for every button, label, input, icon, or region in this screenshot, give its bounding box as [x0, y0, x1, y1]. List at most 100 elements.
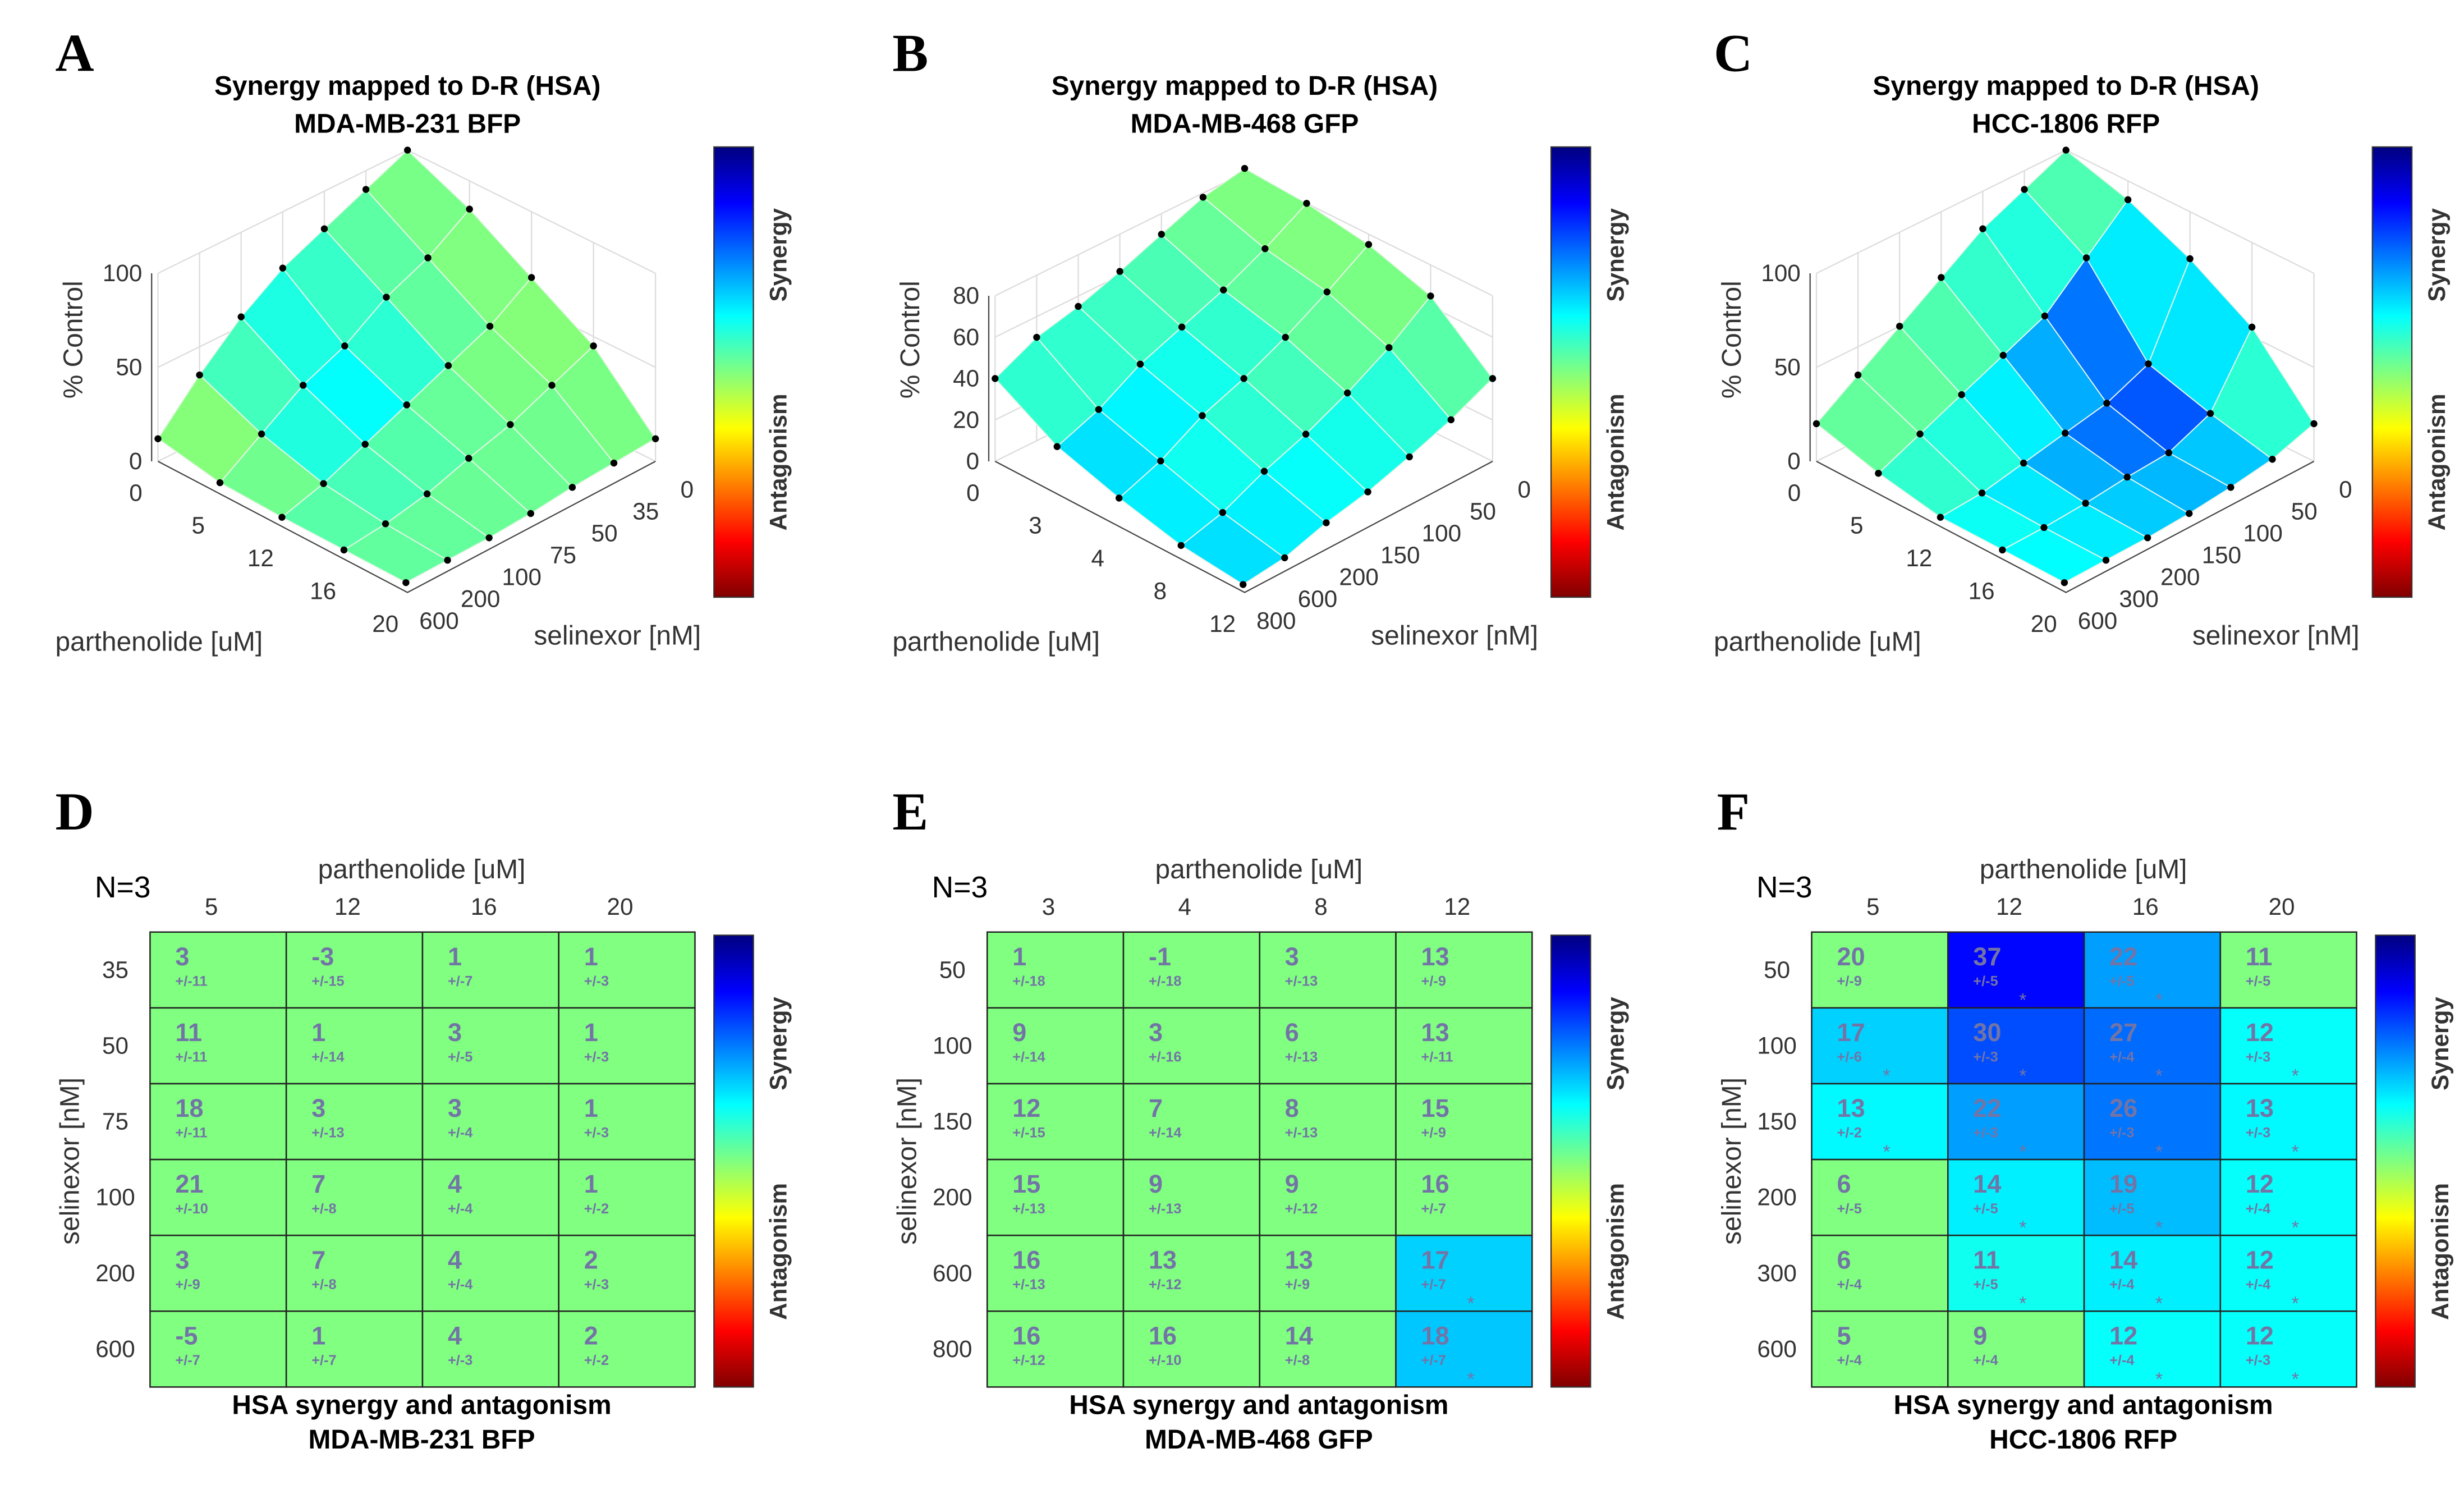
cell-value: 6: [1837, 1245, 1851, 1274]
significance-star: *: [2292, 1141, 2299, 1162]
heatmap-cell: 3 +/-4: [421, 1083, 559, 1161]
data-point: [1261, 245, 1269, 253]
data-point: [1282, 333, 1289, 341]
cell-error: +/-15: [311, 973, 344, 989]
cell-value: 4: [448, 1245, 462, 1274]
heatmap-cell: 13 +/-9: [1259, 1234, 1397, 1312]
heatmap-cell: 4 +/-4: [421, 1158, 559, 1236]
panel-subtitle: HCC-1806 RFP: [1972, 109, 2160, 139]
z-tick-label: 50: [1774, 354, 1801, 381]
cell-background: [1395, 931, 1533, 1009]
cell-background: [1811, 1310, 1949, 1388]
heatmap-cell: 16 +/-13: [986, 1234, 1125, 1312]
colorbar: [2371, 146, 2413, 598]
data-point: [527, 510, 534, 517]
parthenolide-tick-label: 0: [966, 479, 979, 506]
surface-mesh: [154, 146, 659, 586]
data-point: [1937, 514, 1944, 521]
surface-panel-b: B Synergy mapped to D-R (HSA) MDA-MB-468 G…: [892, 24, 1628, 657]
selinexor-axis-label: selinexor [nM]: [1371, 621, 1538, 650]
data-point: [2082, 254, 2090, 262]
panel-title: Synergy mapped to D-R (HSA): [1052, 71, 1438, 101]
cell-error: +/-4: [2109, 1277, 2134, 1292]
selinexor-tick-label: 600: [2078, 607, 2117, 634]
data-point: [340, 546, 348, 554]
cell-error: +/-2: [1837, 1125, 1862, 1141]
panel-letter: B: [892, 24, 928, 83]
cell-value: 12: [2246, 1321, 2274, 1350]
data-point: [1958, 391, 1965, 398]
cell-error: +/-14: [1012, 1049, 1045, 1065]
data-point: [444, 557, 451, 564]
data-point: [1938, 274, 1945, 281]
selinexor-tick-label: 50: [2291, 498, 2318, 525]
selinexor-tick-label: 50: [591, 520, 618, 547]
heatmap-cell: 37 +/-5 *: [1947, 931, 2085, 1011]
cell-value: 12: [1012, 1094, 1040, 1122]
data-point: [320, 225, 328, 232]
heatmap-cell: 7 +/-8: [285, 1158, 424, 1236]
parthenolide-tick-label: 5: [1850, 512, 1863, 539]
cell-background: [149, 1083, 287, 1161]
cell-value: 6: [1837, 1170, 1851, 1198]
cell-background: [1259, 1310, 1397, 1388]
cell-value: 5: [1837, 1321, 1851, 1350]
cell-value: 1: [448, 942, 462, 971]
cell-error: +/-9: [1421, 1125, 1446, 1141]
cell-error: +/-4: [1973, 1353, 1998, 1368]
significance-star: *: [2019, 1065, 2026, 1087]
row-tick-label: 200: [1757, 1184, 1796, 1211]
cell-background: [1395, 1310, 1533, 1388]
data-point: [2103, 400, 2110, 407]
z-tick-label: 100: [103, 260, 142, 286]
heatmap-cell: 12 +/-3 *: [2219, 1007, 2357, 1087]
surface-panel-a: A Synergy mapped to D-R (HSA) MDA-MB-231 B…: [56, 24, 792, 657]
cell-background: [986, 1083, 1125, 1161]
cell-error: +/-7: [448, 973, 472, 989]
cell-value: 1: [584, 1094, 598, 1122]
cell-value: 19: [2109, 1170, 2137, 1198]
colorbar-antagonism-label: Antagonism: [2424, 393, 2450, 530]
cell-value: 1: [584, 942, 598, 971]
cell-background: [1947, 1310, 2085, 1388]
cell-background: [2083, 1007, 2222, 1085]
cell-error: +/-2: [584, 1353, 609, 1368]
cell-background: [1122, 1310, 1261, 1388]
data-point: [1303, 200, 1310, 207]
cell-error: +/-3: [1973, 1049, 1998, 1065]
panel-letter: A: [56, 24, 94, 83]
selinexor-tick-label: 0: [1517, 476, 1530, 503]
data-point: [1116, 268, 1123, 275]
cell-error: +/-4: [2109, 1353, 2134, 1368]
cell-value: 11: [2246, 942, 2273, 971]
data-point: [2165, 449, 2173, 456]
cell-value: 3: [1149, 1018, 1163, 1047]
cell-error: +/-15: [1012, 1125, 1045, 1141]
cell-background: [285, 1083, 424, 1161]
heatmap-cell: 12 +/-4 *: [2083, 1310, 2222, 1390]
data-point: [2206, 410, 2214, 417]
cell-background: [1947, 1083, 2085, 1161]
z-tick-label: 0: [1787, 448, 1800, 474]
cell-value: 1: [311, 1321, 325, 1350]
cell-background: [285, 1007, 424, 1085]
cell-value: 3: [1285, 942, 1299, 971]
panel-title: Synergy mapped to D-R (HSA): [214, 71, 600, 101]
data-point: [1241, 164, 1249, 172]
cell-error: +/-7: [311, 1353, 336, 1368]
heatmap-cell: 13 +/-3 *: [2219, 1083, 2357, 1162]
data-point: [2062, 146, 2070, 154]
n-label: N=3: [95, 871, 151, 904]
cell-background: [1811, 931, 1949, 1009]
heatmap-cell: 4 +/-4: [421, 1234, 559, 1312]
heatmap-cell: 30 +/-3 *: [1947, 1007, 2085, 1087]
data-point: [1813, 420, 1820, 428]
cell-background: [149, 1310, 287, 1388]
cell-error: +/-16: [1149, 1049, 1181, 1065]
heatmap-cell: 3 +/-5: [421, 1007, 559, 1085]
cell-background: [1395, 1083, 1533, 1161]
data-point: [1999, 546, 2006, 554]
selinexor-tick-label: 50: [1470, 498, 1496, 525]
significance-star: *: [1467, 1369, 1474, 1390]
